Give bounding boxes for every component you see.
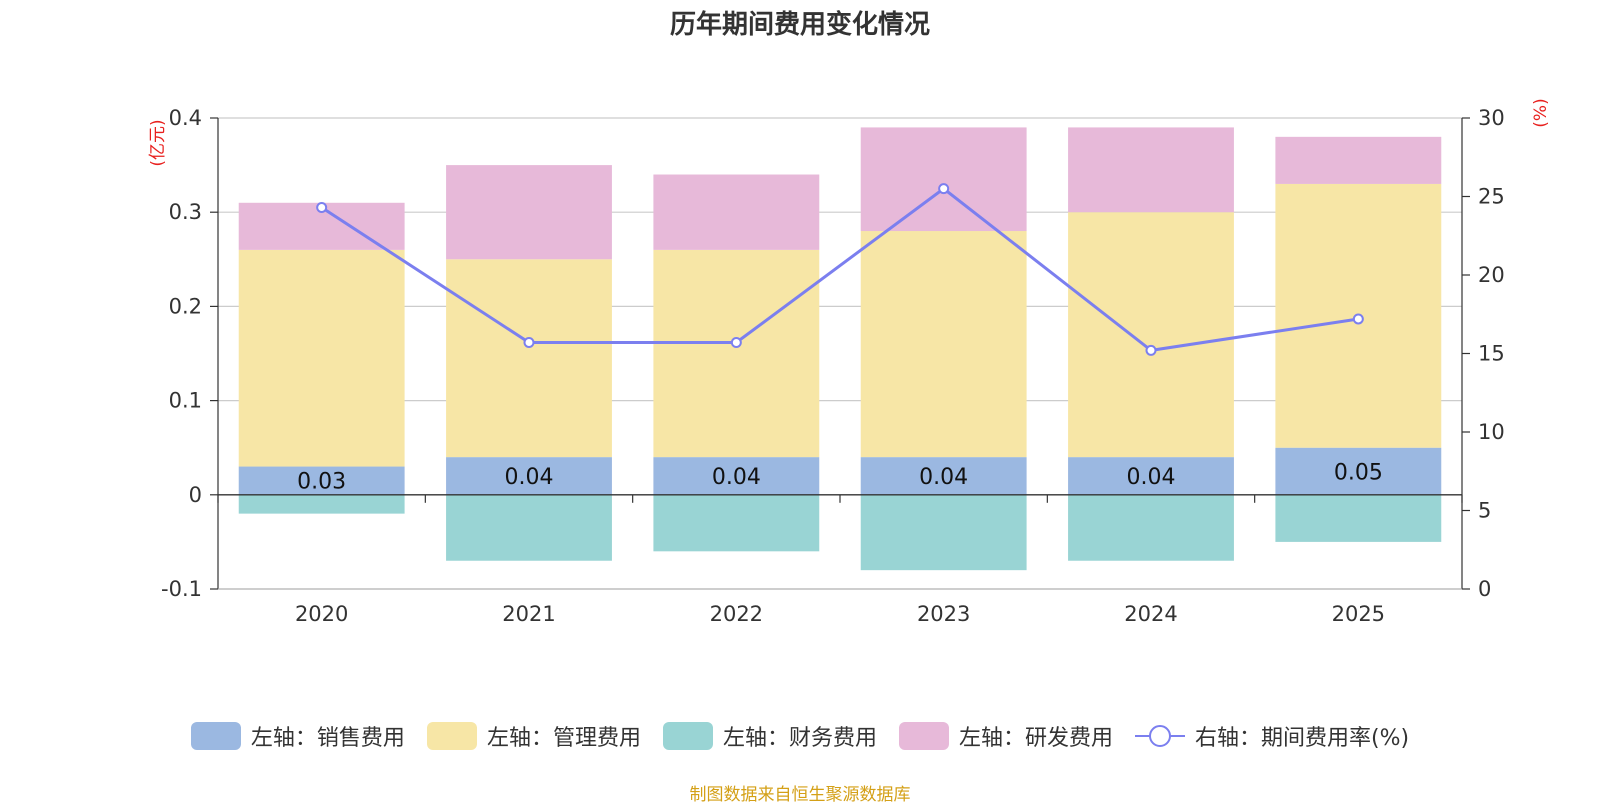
rate-point-2025 xyxy=(1352,313,1364,325)
legend-label: 右轴：期间费用率(%) xyxy=(1194,726,1410,751)
right-axis-unit: (%) xyxy=(1531,98,1551,127)
legend-swatch xyxy=(662,722,713,750)
bar-finance-2023 xyxy=(860,494,1027,571)
right-tick-label: 25 xyxy=(1478,185,1505,209)
bar-finance-2020 xyxy=(238,494,405,514)
bar-sales-2021 xyxy=(446,457,612,495)
rate-point-2020 xyxy=(316,201,328,213)
data-label-sales: 0.03 xyxy=(297,470,346,495)
x-tick-label: 2022 xyxy=(710,602,763,626)
chart-plot: -0.100.10.20.30.4051015202530(亿元)(%)0.03… xyxy=(148,98,1551,626)
legend-line-marker-icon xyxy=(1134,722,1185,750)
bar-finance-2021 xyxy=(446,494,612,561)
bar-finance-2022 xyxy=(653,494,820,552)
bar-management-2024 xyxy=(1068,212,1234,458)
bar-management-2020 xyxy=(238,249,405,467)
rate-point-2023 xyxy=(938,183,950,195)
bar-rnd-2021 xyxy=(446,165,612,260)
legend-item-2[interactable]: 左轴：财务费用 xyxy=(662,720,877,752)
x-tick-label: 2020 xyxy=(295,602,348,626)
legend-swatch xyxy=(190,722,241,750)
left-tick-label: 0.2 xyxy=(169,294,202,318)
legend-item-0[interactable]: 左轴：销售费用 xyxy=(190,720,405,752)
bar-rnd-2023 xyxy=(860,127,1027,232)
bar-sales-2022 xyxy=(653,457,820,495)
left-tick-label: -0.1 xyxy=(161,577,202,601)
bar-sales-2025 xyxy=(1275,447,1442,495)
legend-item-3[interactable]: 左轴：研发费用 xyxy=(898,720,1113,752)
rate-line xyxy=(320,186,1359,352)
x-tick-label: 2023 xyxy=(917,602,970,626)
x-tick-label: 2025 xyxy=(1332,602,1385,626)
legend-label: 左轴：研发费用 xyxy=(958,726,1113,751)
legend-label: 左轴：财务费用 xyxy=(722,726,877,751)
bar-management-2022 xyxy=(653,249,820,458)
legend-label: 左轴：管理费用 xyxy=(486,726,641,751)
rate-point-2022 xyxy=(730,337,742,349)
right-tick-label: 30 xyxy=(1478,106,1505,130)
bar-rnd-2025 xyxy=(1275,136,1442,184)
right-tick-label: 10 xyxy=(1478,420,1505,444)
bar-rnd-2024 xyxy=(1068,127,1234,213)
data-label-sales: 0.04 xyxy=(919,465,968,490)
rate-point-2024 xyxy=(1145,344,1157,356)
left-tick-label: 0 xyxy=(189,483,202,507)
legend-swatch xyxy=(426,722,477,750)
left-tick-label: 0.3 xyxy=(169,200,202,224)
data-label-sales: 0.04 xyxy=(712,465,761,490)
bar-rnd-2022 xyxy=(653,174,820,250)
bar-sales-2024 xyxy=(1068,457,1234,495)
bar-sales-2020 xyxy=(238,466,405,495)
data-label-sales: 0.04 xyxy=(505,465,554,490)
legend-label: 左轴：销售费用 xyxy=(250,726,405,751)
chart-legend: 左轴：销售费用 左轴：管理费用 左轴：财务费用 左轴：研发费用 右轴：期间费用率(%) xyxy=(0,720,1600,752)
right-tick-label: 5 xyxy=(1478,499,1491,523)
source-note: 制图数据来自恒生聚源数据库 xyxy=(689,785,911,805)
chart-title: 历年期间费用变化情况 xyxy=(669,10,930,40)
x-tick-label: 2024 xyxy=(1124,602,1177,626)
legend-item-4[interactable]: 右轴：期间费用率(%) xyxy=(1134,720,1410,752)
legend-item-1[interactable]: 左轴：管理费用 xyxy=(426,720,641,752)
bar-management-2023 xyxy=(860,231,1027,458)
bar-management-2021 xyxy=(446,259,612,458)
bar-sales-2023 xyxy=(860,457,1027,495)
left-axis-unit: (亿元) xyxy=(148,119,168,166)
right-tick-label: 0 xyxy=(1478,577,1491,601)
left-tick-label: 0.1 xyxy=(169,389,202,413)
right-tick-label: 20 xyxy=(1478,263,1505,287)
left-tick-label: 0.4 xyxy=(169,106,202,130)
right-tick-label: 15 xyxy=(1478,342,1505,366)
data-label-sales: 0.05 xyxy=(1334,460,1383,485)
rate-point-2021 xyxy=(523,337,535,349)
bar-finance-2025 xyxy=(1275,494,1442,542)
data-label-sales: 0.04 xyxy=(1127,465,1176,490)
bar-finance-2024 xyxy=(1068,494,1234,561)
legend-swatch xyxy=(898,722,949,750)
x-tick-label: 2021 xyxy=(502,602,555,626)
